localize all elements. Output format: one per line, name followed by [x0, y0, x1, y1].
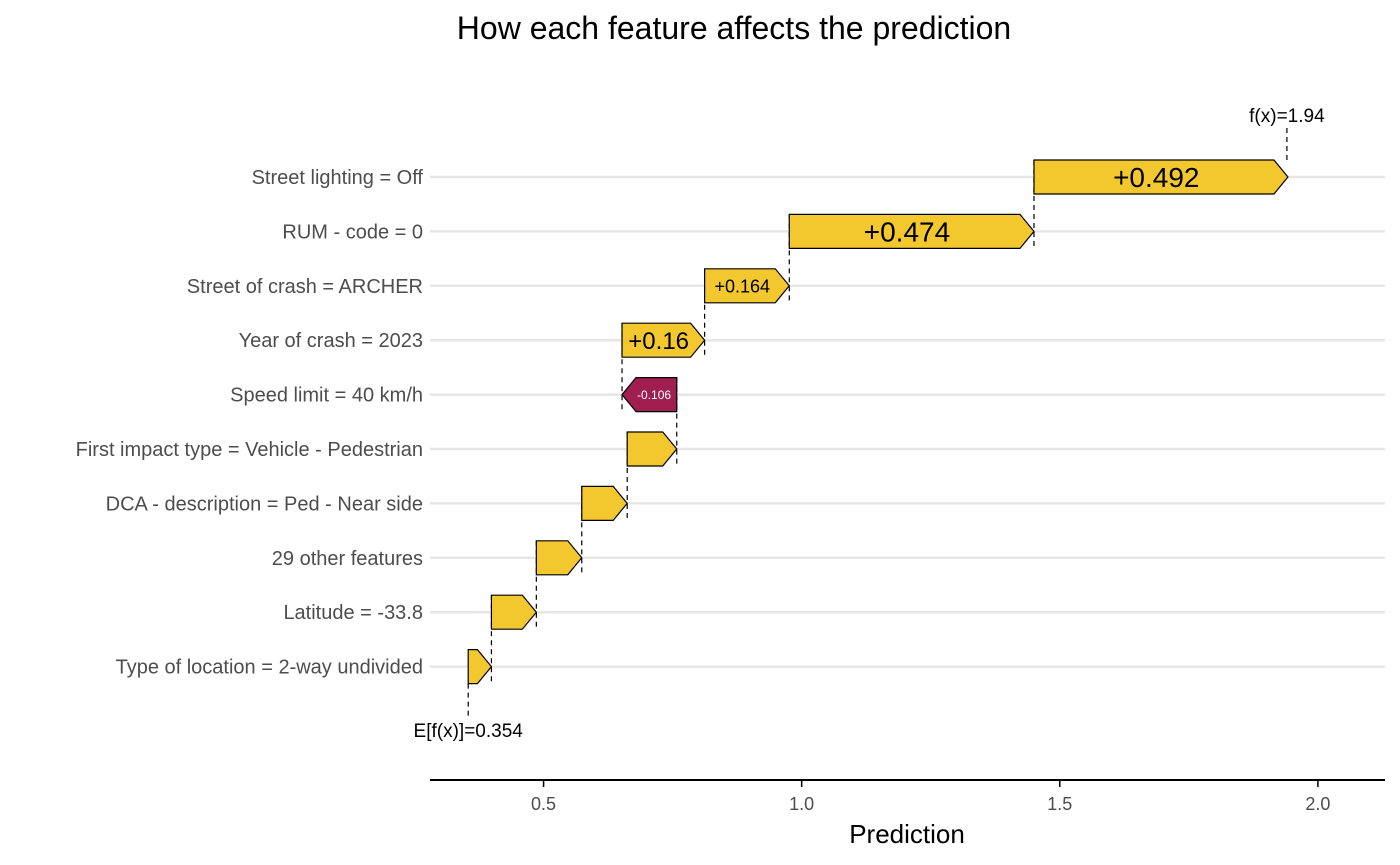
- final-value-label: f(x)=1.94: [1249, 106, 1325, 127]
- feature-labels: Street lighting = Off RUM - code = 0 Stree…: [76, 167, 424, 679]
- bar-value-label: +0.16: [628, 328, 689, 355]
- x-axis-label: Prediction: [849, 819, 965, 849]
- feature-label: Year of crash = 2023: [239, 330, 423, 352]
- bar-value-label: +0.492: [1113, 162, 1199, 193]
- feature-label: DCA - description = Ped - Near side: [106, 493, 423, 515]
- positive-bar: [704, 268, 791, 304]
- feature-label: Street lighting = Off: [252, 167, 424, 189]
- bar-value-label: -0.106: [637, 388, 671, 402]
- positive-bar: [467, 648, 493, 685]
- positive-bar: [581, 485, 628, 522]
- positive-bar: [490, 594, 538, 630]
- positive-bar: [621, 322, 706, 358]
- x-tick-label: 1.5: [1047, 794, 1072, 814]
- feature-label: Type of location = 2-way undivided: [116, 657, 423, 679]
- base-value-label: E[f(x)]=0.354: [414, 721, 524, 742]
- x-tick-label: 2.0: [1305, 794, 1330, 814]
- positive-bar: [626, 431, 678, 467]
- x-tick-label: 1.0: [789, 794, 814, 814]
- positive-bar: [1033, 159, 1289, 195]
- bar-value-label: +0.164: [715, 276, 771, 296]
- feature-label: 29 other features: [272, 548, 423, 570]
- x-tick-label: 0.5: [531, 794, 556, 814]
- feature-label: Latitude = -33.8: [283, 602, 423, 624]
- bar-value-label: +0.474: [864, 216, 950, 247]
- positive-bar: [788, 213, 1035, 249]
- negative-bar: [621, 377, 678, 413]
- connector-lines: [467, 128, 1288, 716]
- feature-label: RUM - code = 0: [282, 221, 423, 243]
- gridlines: [430, 175, 1385, 668]
- feature-label: Speed limit = 40 km/h: [230, 385, 423, 407]
- positive-bar: [535, 540, 583, 576]
- contribution-bars: +0.492 +0.474 +0.164 +0.16 -0.106: [467, 159, 1289, 685]
- feature-label: Street of crash = ARCHER: [187, 276, 423, 298]
- x-axis-ticks: 0.5 1.0 1.5 2.0: [531, 780, 1330, 814]
- feature-label: First impact type = Vehicle - Pedestrian: [76, 439, 423, 461]
- chart-title: How each feature affects the prediction: [457, 10, 1011, 46]
